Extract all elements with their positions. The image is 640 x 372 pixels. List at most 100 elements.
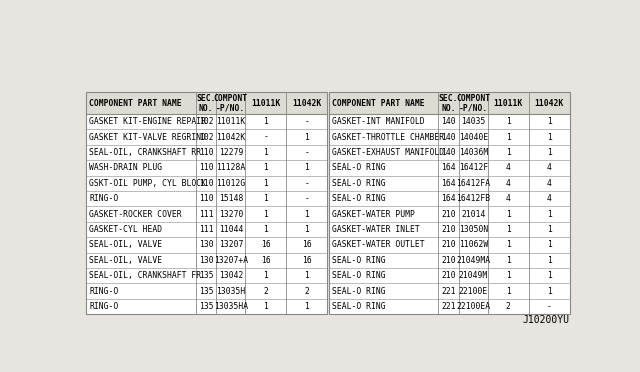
Text: SEAL-O RING: SEAL-O RING — [332, 302, 385, 311]
Text: 22100E: 22100E — [459, 286, 488, 295]
Text: SEAL-O RING: SEAL-O RING — [332, 194, 385, 203]
Text: GASKET-WATER PUMP: GASKET-WATER PUMP — [332, 209, 415, 218]
Text: 1: 1 — [506, 209, 511, 218]
Text: -: - — [547, 302, 552, 311]
Text: 4: 4 — [506, 179, 511, 188]
Text: 1: 1 — [263, 194, 268, 203]
Text: 2: 2 — [304, 286, 309, 295]
Text: 1: 1 — [547, 209, 552, 218]
Text: SEAL-O RING: SEAL-O RING — [332, 179, 385, 188]
Text: 102: 102 — [199, 132, 213, 141]
Bar — [329, 92, 570, 114]
Text: GASKET KIT-VALVE REGRIND: GASKET KIT-VALVE REGRIND — [90, 132, 206, 141]
Text: 110: 110 — [199, 148, 213, 157]
Text: RING-O: RING-O — [90, 286, 118, 295]
Text: 11128A: 11128A — [216, 163, 246, 172]
Text: 12279: 12279 — [219, 148, 243, 157]
Text: 11044: 11044 — [219, 225, 243, 234]
Text: RING-O: RING-O — [90, 302, 118, 311]
Text: 1: 1 — [547, 132, 552, 141]
Text: 16412F: 16412F — [459, 163, 488, 172]
Text: SEAL-OIL, VALVE: SEAL-OIL, VALVE — [90, 240, 163, 249]
Text: 14036M: 14036M — [459, 148, 488, 157]
Text: 164: 164 — [442, 194, 456, 203]
Text: 1: 1 — [304, 209, 309, 218]
Text: SEAL-OIL, CRANKSHAFT FR: SEAL-OIL, CRANKSHAFT FR — [90, 271, 202, 280]
Text: -: - — [263, 132, 268, 141]
Text: 111: 111 — [199, 225, 213, 234]
Text: J10200YU: J10200YU — [523, 315, 570, 325]
Text: 1: 1 — [506, 132, 511, 141]
Text: 135: 135 — [199, 302, 213, 311]
Text: 11011K: 11011K — [493, 99, 523, 108]
Text: 1: 1 — [304, 271, 309, 280]
Text: 140: 140 — [442, 117, 456, 126]
Text: 11011K: 11011K — [216, 117, 246, 126]
Text: 130: 130 — [199, 256, 213, 265]
Text: 4: 4 — [547, 179, 552, 188]
Text: 13270: 13270 — [219, 209, 243, 218]
Text: 210: 210 — [442, 271, 456, 280]
Text: 210: 210 — [442, 256, 456, 265]
Text: 4: 4 — [506, 163, 511, 172]
Text: 110: 110 — [199, 163, 213, 172]
Text: 1: 1 — [506, 240, 511, 249]
Text: 11042K: 11042K — [216, 132, 246, 141]
Text: COMPONT
-P/NO.: COMPONT -P/NO. — [456, 94, 490, 112]
Text: 16412FB: 16412FB — [456, 194, 490, 203]
Text: GASKET-THROTTLE CHAMBER: GASKET-THROTTLE CHAMBER — [332, 132, 444, 141]
Text: SEC.
NO.: SEC. NO. — [196, 94, 216, 112]
Text: GASKET KIT-ENGINE REPAIR: GASKET KIT-ENGINE REPAIR — [90, 117, 206, 126]
Text: 14040E: 14040E — [459, 132, 488, 141]
Text: 21049M: 21049M — [459, 271, 488, 280]
Text: 1: 1 — [263, 225, 268, 234]
Text: 11011K: 11011K — [251, 99, 280, 108]
Text: 135: 135 — [199, 271, 213, 280]
Text: 1: 1 — [263, 271, 268, 280]
Text: 1: 1 — [263, 179, 268, 188]
Text: 130: 130 — [199, 240, 213, 249]
Text: 1: 1 — [304, 225, 309, 234]
Text: -: - — [304, 194, 309, 203]
Text: COMPONT
-P/NO.: COMPONT -P/NO. — [214, 94, 248, 112]
Text: 1: 1 — [506, 117, 511, 126]
Text: -: - — [304, 179, 309, 188]
Text: 1: 1 — [263, 148, 268, 157]
Text: 221: 221 — [442, 302, 456, 311]
Text: 11062W: 11062W — [459, 240, 488, 249]
Text: 1: 1 — [506, 148, 511, 157]
Text: 11012G: 11012G — [216, 179, 246, 188]
Text: GASKET-CYL HEAD: GASKET-CYL HEAD — [90, 225, 163, 234]
Text: RING-O: RING-O — [90, 194, 118, 203]
Text: 164: 164 — [442, 179, 456, 188]
Text: 15148: 15148 — [219, 194, 243, 203]
Text: GASKET-WATER INLET: GASKET-WATER INLET — [332, 225, 420, 234]
Text: 13207+A: 13207+A — [214, 256, 248, 265]
Text: 4: 4 — [506, 194, 511, 203]
Text: 1: 1 — [506, 225, 511, 234]
Text: 16: 16 — [261, 256, 271, 265]
Text: 16: 16 — [302, 256, 312, 265]
Text: 1: 1 — [263, 209, 268, 218]
Text: 16: 16 — [261, 240, 271, 249]
Text: 1: 1 — [304, 163, 309, 172]
Text: 102: 102 — [199, 117, 213, 126]
Text: WASH-DRAIN PLUG: WASH-DRAIN PLUG — [90, 163, 163, 172]
Text: GASKET-EXHAUST MANIFOLD: GASKET-EXHAUST MANIFOLD — [332, 148, 444, 157]
Text: 111: 111 — [199, 209, 213, 218]
Bar — [86, 92, 327, 314]
Text: 210: 210 — [442, 225, 456, 234]
Text: 2: 2 — [263, 286, 268, 295]
Text: 1: 1 — [547, 271, 552, 280]
Text: 140: 140 — [442, 148, 456, 157]
Text: 210: 210 — [442, 240, 456, 249]
Text: 4: 4 — [547, 163, 552, 172]
Text: 13050N: 13050N — [459, 225, 488, 234]
Text: SEAL-O RING: SEAL-O RING — [332, 256, 385, 265]
Text: 1: 1 — [263, 163, 268, 172]
Text: 1: 1 — [506, 271, 511, 280]
Text: 13035HA: 13035HA — [214, 302, 248, 311]
Text: GASKET-INT MANIFOLD: GASKET-INT MANIFOLD — [332, 117, 424, 126]
Text: 4: 4 — [547, 194, 552, 203]
Bar — [86, 92, 327, 314]
